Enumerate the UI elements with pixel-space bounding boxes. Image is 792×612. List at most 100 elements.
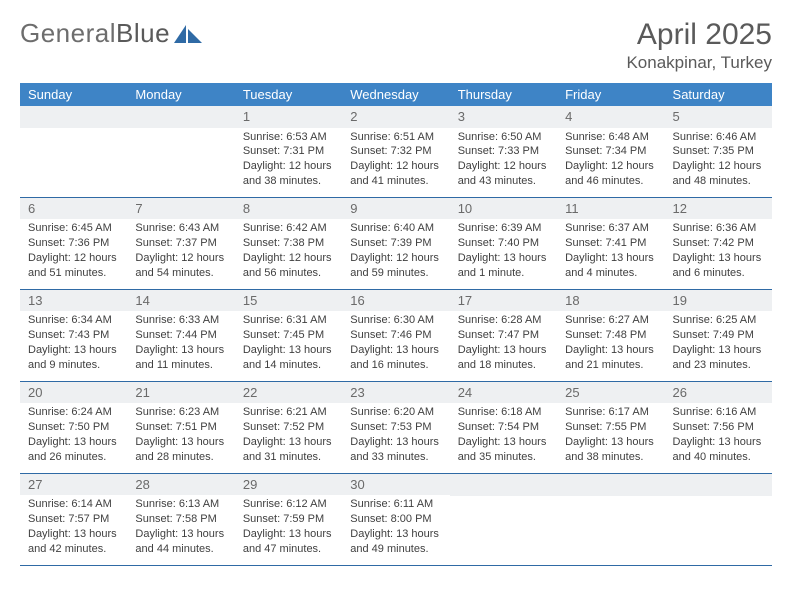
sunrise-text: Sunrise: 6:18 AM [458,405,549,420]
sunrise-text: Sunrise: 6:23 AM [135,405,226,420]
daylight-text: Daylight: 13 hours [565,343,656,358]
sunrise-text: Sunrise: 6:31 AM [243,313,334,328]
daylight-text: and 54 minutes. [135,266,226,281]
sunset-text: Sunset: 7:38 PM [243,236,334,251]
sunrise-text: Sunrise: 6:36 AM [673,221,764,236]
sunset-text: Sunset: 7:51 PM [135,420,226,435]
daylight-text: Daylight: 13 hours [28,343,119,358]
day-details: Sunrise: 6:31 AMSunset: 7:45 PMDaylight:… [235,311,342,380]
daylight-text: Daylight: 12 hours [243,159,334,174]
daylight-text: and 56 minutes. [243,266,334,281]
day-details: Sunrise: 6:36 AMSunset: 7:42 PMDaylight:… [665,219,772,288]
weekday-header: Wednesday [342,83,449,106]
sunrise-text: Sunrise: 6:13 AM [135,497,226,512]
day-number: 4 [557,106,664,128]
day-number: 20 [20,382,127,404]
brand-part1: General [20,18,116,48]
weekday-header: Thursday [450,83,557,106]
calendar-day-cell: 10Sunrise: 6:39 AMSunset: 7:40 PMDayligh… [450,197,557,289]
day-details: Sunrise: 6:39 AMSunset: 7:40 PMDaylight:… [450,219,557,288]
calendar-week-row: 6Sunrise: 6:45 AMSunset: 7:36 PMDaylight… [20,197,772,289]
day-details [20,128,127,190]
daylight-text: and 21 minutes. [565,358,656,373]
day-details: Sunrise: 6:11 AMSunset: 8:00 PMDaylight:… [342,495,449,564]
day-number: 10 [450,198,557,220]
sunset-text: Sunset: 7:48 PM [565,328,656,343]
day-number: 7 [127,198,234,220]
daylight-text: Daylight: 12 hours [565,159,656,174]
daylight-text: Daylight: 12 hours [350,251,441,266]
daylight-text: Daylight: 13 hours [350,343,441,358]
sunrise-text: Sunrise: 6:25 AM [673,313,764,328]
location-subtitle: Konakpinar, Turkey [626,53,772,73]
day-number: 11 [557,198,664,220]
day-number [450,474,557,496]
weekday-header: Sunday [20,83,127,106]
sunrise-text: Sunrise: 6:42 AM [243,221,334,236]
day-details: Sunrise: 6:46 AMSunset: 7:35 PMDaylight:… [665,128,772,197]
day-details [127,128,234,190]
daylight-text: Daylight: 13 hours [28,527,119,542]
month-title: April 2025 [626,18,772,51]
day-details: Sunrise: 6:48 AMSunset: 7:34 PMDaylight:… [557,128,664,197]
sunset-text: Sunset: 7:36 PM [28,236,119,251]
day-number: 26 [665,382,772,404]
day-number: 6 [20,198,127,220]
sunset-text: Sunset: 7:45 PM [243,328,334,343]
daylight-text: Daylight: 13 hours [243,343,334,358]
day-details: Sunrise: 6:43 AMSunset: 7:37 PMDaylight:… [127,219,234,288]
sunset-text: Sunset: 7:44 PM [135,328,226,343]
calendar-day-cell: 2Sunrise: 6:51 AMSunset: 7:32 PMDaylight… [342,106,449,197]
daylight-text: and 48 minutes. [673,174,764,189]
calendar-day-cell: 20Sunrise: 6:24 AMSunset: 7:50 PMDayligh… [20,381,127,473]
calendar-day-cell: 28Sunrise: 6:13 AMSunset: 7:58 PMDayligh… [127,473,234,565]
calendar-day-cell: 26Sunrise: 6:16 AMSunset: 7:56 PMDayligh… [665,381,772,473]
calendar-day-cell: 30Sunrise: 6:11 AMSunset: 8:00 PMDayligh… [342,473,449,565]
day-details: Sunrise: 6:37 AMSunset: 7:41 PMDaylight:… [557,219,664,288]
daylight-text: and 49 minutes. [350,542,441,557]
day-details: Sunrise: 6:27 AMSunset: 7:48 PMDaylight:… [557,311,664,380]
day-number: 17 [450,290,557,312]
day-number: 12 [665,198,772,220]
day-details: Sunrise: 6:51 AMSunset: 7:32 PMDaylight:… [342,128,449,197]
brand-part2: Blue [116,18,170,48]
calendar-day-cell: 21Sunrise: 6:23 AMSunset: 7:51 PMDayligh… [127,381,234,473]
day-number: 8 [235,198,342,220]
day-number: 14 [127,290,234,312]
header: GeneralBlue April 2025 Konakpinar, Turke… [20,18,772,73]
sunrise-text: Sunrise: 6:53 AM [243,130,334,145]
daylight-text: and 59 minutes. [350,266,441,281]
day-details: Sunrise: 6:25 AMSunset: 7:49 PMDaylight:… [665,311,772,380]
calendar-day-cell: 13Sunrise: 6:34 AMSunset: 7:43 PMDayligh… [20,289,127,381]
sunset-text: Sunset: 7:58 PM [135,512,226,527]
daylight-text: and 44 minutes. [135,542,226,557]
sunrise-text: Sunrise: 6:11 AM [350,497,441,512]
day-number: 22 [235,382,342,404]
daylight-text: and 14 minutes. [243,358,334,373]
brand-text: GeneralBlue [20,18,170,49]
sunrise-text: Sunrise: 6:40 AM [350,221,441,236]
calendar-day-cell: 5Sunrise: 6:46 AMSunset: 7:35 PMDaylight… [665,106,772,197]
day-details: Sunrise: 6:50 AMSunset: 7:33 PMDaylight:… [450,128,557,197]
sunrise-text: Sunrise: 6:17 AM [565,405,656,420]
daylight-text: Daylight: 13 hours [28,435,119,450]
day-number: 9 [342,198,449,220]
day-details: Sunrise: 6:20 AMSunset: 7:53 PMDaylight:… [342,403,449,472]
sunset-text: Sunset: 7:57 PM [28,512,119,527]
daylight-text: and 35 minutes. [458,450,549,465]
sunset-text: Sunset: 7:49 PM [673,328,764,343]
sunrise-text: Sunrise: 6:16 AM [673,405,764,420]
daylight-text: Daylight: 13 hours [135,343,226,358]
day-number: 23 [342,382,449,404]
day-details: Sunrise: 6:24 AMSunset: 7:50 PMDaylight:… [20,403,127,472]
calendar-day-cell: 8Sunrise: 6:42 AMSunset: 7:38 PMDaylight… [235,197,342,289]
day-details: Sunrise: 6:13 AMSunset: 7:58 PMDaylight:… [127,495,234,564]
daylight-text: and 38 minutes. [243,174,334,189]
sunset-text: Sunset: 7:50 PM [28,420,119,435]
weekday-header: Saturday [665,83,772,106]
calendar-day-cell: 6Sunrise: 6:45 AMSunset: 7:36 PMDaylight… [20,197,127,289]
calendar-day-cell: 18Sunrise: 6:27 AMSunset: 7:48 PMDayligh… [557,289,664,381]
day-number: 18 [557,290,664,312]
day-number: 1 [235,106,342,128]
calendar-day-cell [665,473,772,565]
